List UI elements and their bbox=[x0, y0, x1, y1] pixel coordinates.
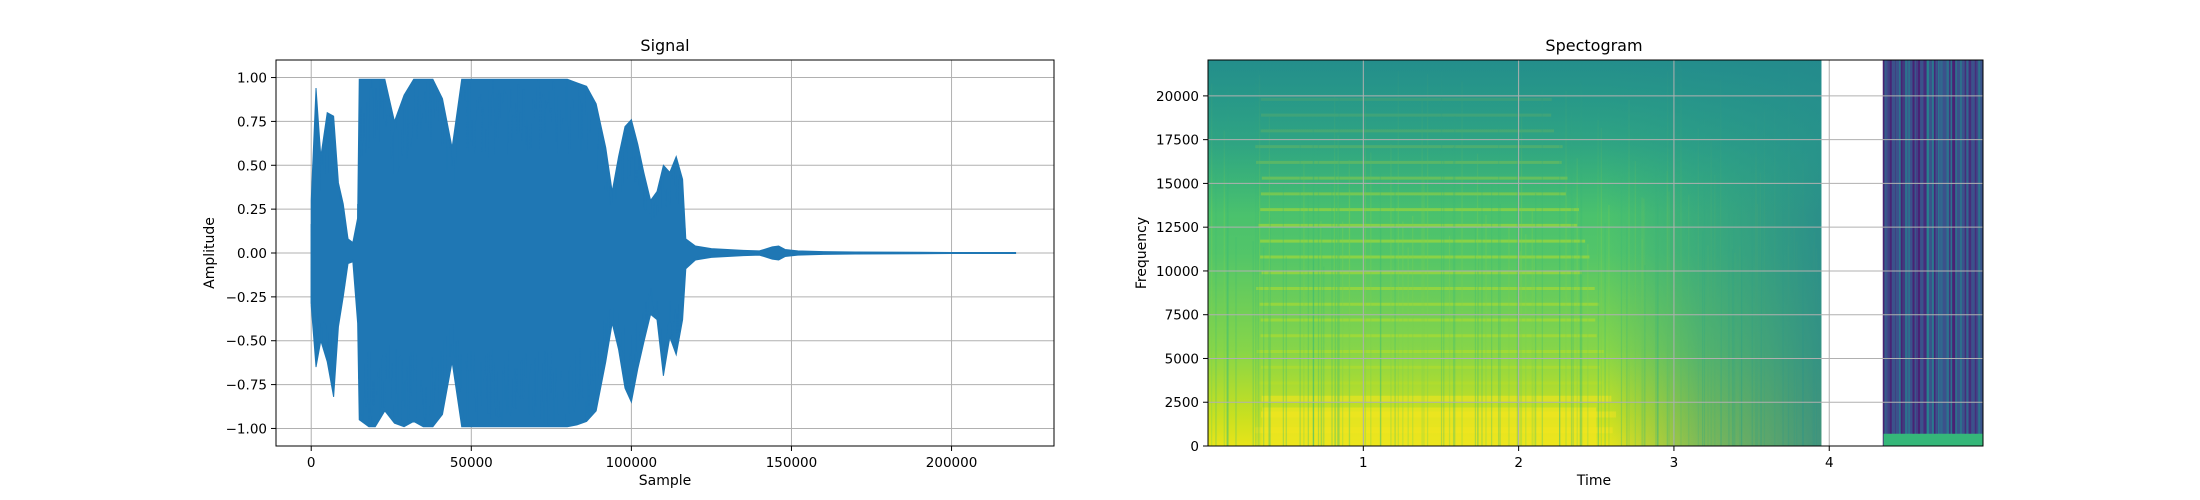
spectrogram-x-tick-label: 1 bbox=[1359, 455, 1368, 471]
signal-title: Signal bbox=[640, 36, 689, 55]
signal-x-tick-label: 50000 bbox=[450, 455, 493, 471]
spectrogram-y-tick-label: 15000 bbox=[1156, 176, 1199, 192]
signal-y-tick-label: −0.25 bbox=[226, 290, 267, 306]
signal-axes-frame bbox=[275, 59, 1055, 447]
signal-y-tick-label: 0.00 bbox=[237, 246, 267, 262]
spectrogram-y-tick-label: 0 bbox=[1190, 439, 1199, 455]
signal-y-label: Amplitude bbox=[202, 217, 218, 289]
spectrogram-blank-gap bbox=[1821, 60, 1884, 446]
signal-y-tick-label: 0.25 bbox=[237, 202, 267, 218]
signal-x-tick-label: 100000 bbox=[606, 455, 658, 471]
spectrogram-axes-frame bbox=[1207, 59, 1984, 447]
spectrogram-x-tick-label: 3 bbox=[1670, 455, 1679, 471]
spectrogram-y-tick-label: 2500 bbox=[1165, 395, 1199, 411]
spectrogram-x-tick-label: 2 bbox=[1514, 455, 1523, 471]
signal-waveform bbox=[310, 78, 1017, 428]
spectrogram-y-tick-label: 12500 bbox=[1156, 220, 1199, 236]
spectrogram-y-label: Frequency bbox=[1134, 217, 1150, 289]
signal-x-tick-label: 0 bbox=[307, 455, 316, 471]
spectrogram-y-tick-label: 7500 bbox=[1165, 308, 1199, 324]
signal-y-tick-label: 0.75 bbox=[237, 114, 267, 130]
signal-x-label: Sample bbox=[639, 473, 692, 489]
spectrogram-title: Spectogram bbox=[1545, 36, 1642, 55]
spectrogram-tail-low-band bbox=[1883, 433, 1983, 446]
spectrogram-image bbox=[1208, 60, 1983, 446]
signal-y-tick-label: 0.50 bbox=[237, 158, 267, 174]
signal-y-tick-label: 1.00 bbox=[237, 71, 267, 87]
signal-x-tick-label: 200000 bbox=[926, 455, 978, 471]
spectrogram-y-tick-label: 10000 bbox=[1156, 264, 1199, 280]
spectrogram-y-tick-label: 5000 bbox=[1165, 351, 1199, 367]
spectrogram-y-tick-label: 20000 bbox=[1156, 89, 1199, 105]
signal-chart: Signal 0 50000 100000 150000 200000 1.00 0.75… bbox=[202, 36, 1055, 489]
spectrogram-high-freq-fade bbox=[1208, 60, 1822, 446]
signal-x-tick-label: 150000 bbox=[766, 455, 818, 471]
spectrogram-y-ticks: 0 2500 5000 7500 10000 12500 15000 17500 20000 bbox=[1156, 89, 1208, 455]
spectrogram-y-tick-label: 17500 bbox=[1156, 133, 1199, 149]
signal-x-ticks: 0 50000 100000 150000 200000 bbox=[307, 446, 977, 471]
spectrogram-chart: Spectogram 1 2 3 4 0 2500 5000 7500 10000 12500 1… bbox=[1134, 36, 1984, 489]
signal-y-tick-label: −1.00 bbox=[226, 421, 267, 437]
signal-line bbox=[310, 79, 1017, 426]
spectrogram-x-ticks: 1 2 3 4 bbox=[1359, 446, 1834, 471]
spectrogram-x-label: Time bbox=[1576, 473, 1611, 489]
signal-y-ticks: 1.00 0.75 0.50 0.25 0.00 −0.25 −0.50 −0.75 −1.00 bbox=[226, 71, 276, 437]
spectrogram-x-tick-label: 4 bbox=[1825, 455, 1834, 471]
signal-y-tick-label: −0.75 bbox=[226, 378, 267, 394]
signal-y-tick-label: −0.50 bbox=[226, 334, 267, 350]
